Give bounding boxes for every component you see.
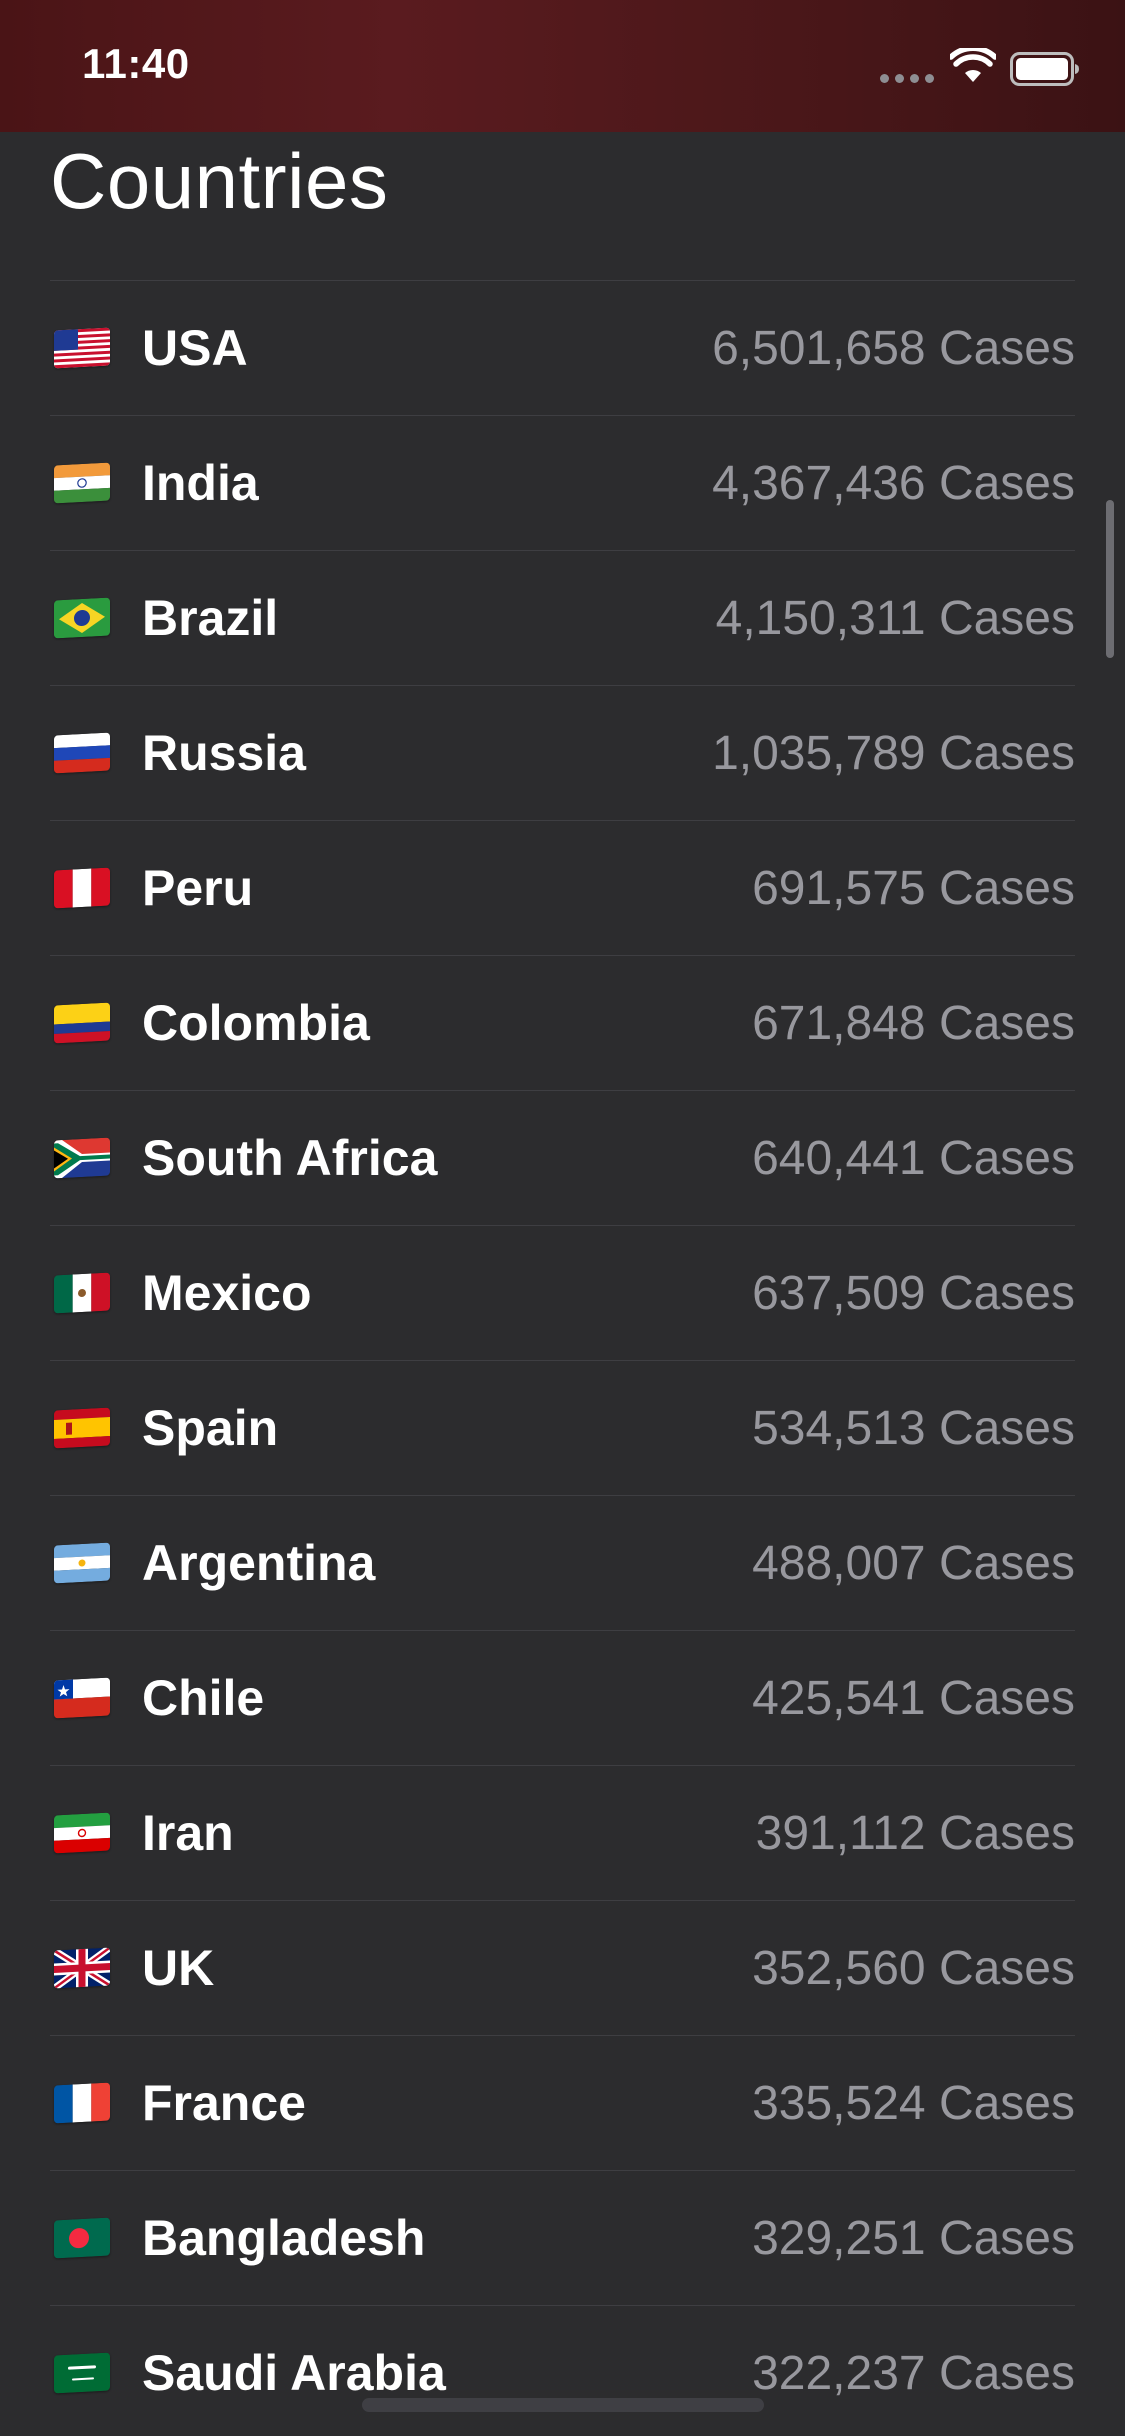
- flag-spain-icon: [54, 1407, 110, 1449]
- scroll-indicator[interactable]: [1106, 500, 1114, 658]
- flag-argentina-icon: [54, 1542, 110, 1584]
- flag-brazil-icon: [54, 597, 110, 639]
- country-row-south-africa[interactable]: South Africa 640,441 Cases: [50, 1091, 1075, 1226]
- country-cases: 671,848 Cases: [752, 996, 1075, 1050]
- country-row-uk[interactable]: UK 352,560 Cases: [50, 1901, 1075, 2036]
- country-name: India: [142, 455, 259, 511]
- country-cases: 488,007 Cases: [752, 1536, 1075, 1590]
- flag-france-icon: [54, 2082, 110, 2124]
- country-name: Peru: [142, 860, 254, 916]
- status-time: 11:40: [82, 40, 190, 87]
- wifi-icon: [950, 48, 996, 82]
- country-row-bangladesh[interactable]: Bangladesh 329,251 Cases: [50, 2171, 1075, 2306]
- country-row-usa[interactable]: USA 6,501,658 Cases: [50, 281, 1075, 416]
- battery-icon: [1010, 52, 1079, 86]
- country-row-mexico[interactable]: Mexico 637,509 Cases: [50, 1226, 1075, 1361]
- country-name: Chile: [142, 1670, 265, 1726]
- flag-chile-icon: [54, 1677, 110, 1719]
- country-name: Brazil: [142, 590, 279, 646]
- country-cases: 425,541 Cases: [752, 1671, 1075, 1725]
- country-cases: 322,237 Cases: [752, 2346, 1075, 2400]
- country-cases: 637,509 Cases: [752, 1266, 1075, 1320]
- country-row-india[interactable]: India 4,367,436 Cases: [50, 416, 1075, 551]
- country-name: Bangladesh: [142, 2210, 426, 2266]
- country-row-brazil[interactable]: Brazil 4,150,311 Cases: [50, 551, 1075, 686]
- country-cases: 4,150,311 Cases: [715, 591, 1075, 645]
- country-row-france[interactable]: France 335,524 Cases: [50, 2036, 1075, 2171]
- flag-uk-icon: [54, 1947, 110, 1989]
- country-cases: 6,501,658 Cases: [712, 321, 1075, 375]
- flag-colombia-icon: [54, 1002, 110, 1044]
- country-cases: 691,575 Cases: [752, 861, 1075, 915]
- flag-russia-icon: [54, 732, 110, 774]
- country-name: South Africa: [142, 1130, 438, 1186]
- country-cases: 335,524 Cases: [752, 2076, 1075, 2130]
- country-name: UK: [142, 1940, 215, 1996]
- country-row-chile[interactable]: Chile 425,541 Cases: [50, 1631, 1075, 1766]
- page-title: Countries: [50, 137, 389, 225]
- country-cases: 329,251 Cases: [752, 2211, 1075, 2265]
- country-name: Iran: [142, 1805, 234, 1861]
- country-name: Saudi Arabia: [142, 2345, 446, 2401]
- country-name: France: [142, 2075, 306, 2131]
- country-row-argentina[interactable]: Argentina 488,007 Cases: [50, 1496, 1075, 1631]
- country-cases: 534,513 Cases: [752, 1401, 1075, 1455]
- flag-usa-icon: [54, 327, 110, 369]
- status-bar: 11:40: [0, 0, 1125, 132]
- flag-mexico-icon: [54, 1272, 110, 1314]
- flag-south-africa-icon: [54, 1137, 110, 1179]
- flag-iran-icon: [54, 1812, 110, 1854]
- country-name: Colombia: [142, 995, 370, 1051]
- flag-saudi-arabia-icon: [54, 2352, 110, 2394]
- country-cases: 391,112 Cases: [755, 1806, 1075, 1860]
- country-row-colombia[interactable]: Colombia 671,848 Cases: [50, 956, 1075, 1091]
- country-name: Mexico: [142, 1265, 312, 1321]
- flag-india-icon: [54, 462, 110, 504]
- country-name: Argentina: [142, 1535, 376, 1591]
- country-cases: 640,441 Cases: [752, 1131, 1075, 1185]
- country-cases: 352,560 Cases: [752, 1941, 1075, 1995]
- country-name: Russia: [142, 725, 306, 781]
- country-row-russia[interactable]: Russia 1,035,789 Cases: [50, 686, 1075, 821]
- country-row-saudi-arabia[interactable]: Saudi Arabia 322,237 Cases: [50, 2306, 1075, 2436]
- flag-peru-icon: [54, 867, 110, 909]
- country-row-peru[interactable]: Peru 691,575 Cases: [50, 821, 1075, 956]
- country-cases: 1,035,789 Cases: [712, 726, 1075, 780]
- cellular-signal-icon: [880, 74, 934, 83]
- flag-bangladesh-icon: [54, 2217, 110, 2259]
- country-cases: 4,367,436 Cases: [712, 456, 1075, 510]
- country-name: USA: [142, 320, 248, 376]
- country-row-iran[interactable]: Iran 391,112 Cases: [50, 1766, 1075, 1901]
- country-list: USA 6,501,658 Cases India 4,367,436 Case…: [50, 280, 1075, 2436]
- country-row-spain[interactable]: Spain 534,513 Cases: [50, 1361, 1075, 1496]
- home-indicator[interactable]: [362, 2398, 764, 2412]
- country-name: Spain: [142, 1400, 279, 1456]
